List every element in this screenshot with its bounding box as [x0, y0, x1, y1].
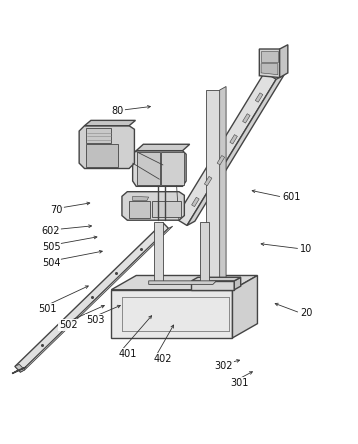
Polygon shape: [86, 143, 118, 167]
Polygon shape: [111, 290, 232, 338]
Polygon shape: [206, 90, 220, 290]
Polygon shape: [133, 196, 149, 201]
Polygon shape: [137, 152, 160, 185]
Polygon shape: [136, 144, 190, 151]
Text: 502: 502: [59, 321, 78, 330]
Text: 503: 503: [86, 315, 105, 325]
Text: 20: 20: [300, 308, 313, 318]
Polygon shape: [217, 155, 224, 165]
Polygon shape: [152, 201, 181, 217]
Text: 402: 402: [154, 354, 173, 364]
Polygon shape: [129, 201, 150, 218]
Polygon shape: [261, 51, 278, 62]
Polygon shape: [280, 45, 288, 78]
Text: 301: 301: [231, 378, 249, 388]
Polygon shape: [133, 151, 186, 186]
Text: 10: 10: [300, 244, 313, 254]
Text: 602: 602: [42, 226, 60, 236]
Polygon shape: [204, 176, 212, 186]
Polygon shape: [232, 275, 257, 338]
Polygon shape: [243, 114, 250, 123]
Polygon shape: [192, 277, 241, 281]
Polygon shape: [12, 367, 26, 373]
Text: 70: 70: [50, 205, 63, 214]
Polygon shape: [192, 281, 234, 290]
Polygon shape: [259, 49, 280, 78]
Polygon shape: [230, 135, 237, 144]
Polygon shape: [175, 72, 276, 226]
Text: 401: 401: [118, 349, 137, 359]
Polygon shape: [161, 152, 184, 185]
Polygon shape: [20, 226, 173, 372]
Polygon shape: [261, 64, 278, 75]
Text: 80: 80: [111, 107, 124, 116]
Polygon shape: [15, 364, 25, 372]
Text: 302: 302: [215, 361, 233, 372]
Polygon shape: [187, 75, 284, 226]
Polygon shape: [154, 222, 163, 283]
Text: 501: 501: [38, 305, 57, 314]
Polygon shape: [122, 192, 184, 220]
Polygon shape: [149, 281, 217, 285]
Polygon shape: [255, 93, 263, 102]
Text: 505: 505: [42, 242, 61, 252]
Polygon shape: [15, 223, 168, 372]
Text: 504: 504: [42, 258, 60, 268]
Polygon shape: [79, 126, 134, 169]
Polygon shape: [234, 277, 241, 290]
Polygon shape: [192, 197, 199, 206]
Polygon shape: [220, 87, 226, 290]
Polygon shape: [86, 128, 111, 143]
Text: 601: 601: [282, 192, 301, 202]
Polygon shape: [84, 120, 135, 126]
Polygon shape: [111, 275, 257, 290]
Polygon shape: [200, 222, 209, 281]
